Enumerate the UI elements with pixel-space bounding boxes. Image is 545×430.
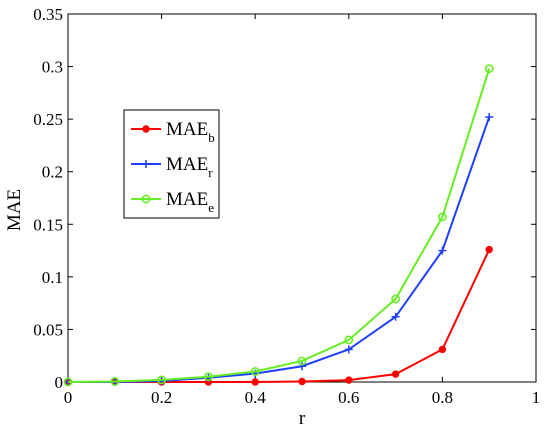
x-tick-label: 1 xyxy=(532,388,541,407)
data-point xyxy=(344,345,353,354)
data-point xyxy=(485,245,493,254)
data-point xyxy=(251,378,259,386)
y-tick-label: 0 xyxy=(55,373,64,392)
legend-subscript: e xyxy=(208,200,214,215)
data-point xyxy=(298,362,306,371)
y-tick-label: 0.05 xyxy=(33,320,63,339)
y-tick-label: 0.2 xyxy=(42,163,63,182)
data-point xyxy=(391,312,400,321)
data-point xyxy=(298,377,306,386)
y-tick-label: 0.15 xyxy=(33,215,63,234)
data-point xyxy=(110,377,120,386)
y-axis-label: MAE xyxy=(4,189,25,231)
x-tick-label: 0 xyxy=(64,388,73,407)
data-point xyxy=(297,356,307,366)
data-point xyxy=(438,345,447,354)
legend-swatch-marker xyxy=(142,160,150,168)
data-point xyxy=(344,335,354,345)
series-layer xyxy=(63,64,494,387)
x-axis-label: r xyxy=(299,408,306,429)
y-tick-label: 0.1 xyxy=(42,268,63,287)
y-tick-label: 0.3 xyxy=(42,58,63,77)
series-line xyxy=(67,68,491,383)
data-point xyxy=(391,370,400,378)
data-point xyxy=(484,64,494,74)
data-point xyxy=(250,367,260,376)
data-point xyxy=(157,375,166,385)
y-tick-label: 0.35 xyxy=(33,5,63,24)
data-point xyxy=(391,294,400,304)
legend-subscript: b xyxy=(208,130,215,145)
legend-subscript: r xyxy=(208,165,213,180)
data-point xyxy=(345,376,353,384)
y-tick-label: 0.25 xyxy=(33,110,63,129)
x-tick-label: 0.8 xyxy=(432,388,453,407)
y-axis: 0 0.05 0.1 0.15 0.2 0.25 0.3 0.35 xyxy=(33,5,536,392)
legend-swatch-marker xyxy=(141,194,151,204)
legend-swatch-marker xyxy=(142,125,150,133)
data-point xyxy=(203,372,213,382)
series-mae-e xyxy=(63,64,494,387)
data-point xyxy=(63,377,73,387)
x-tick-label: 0.6 xyxy=(338,388,359,407)
data-point xyxy=(438,246,447,255)
data-point xyxy=(437,212,447,222)
data-point xyxy=(485,113,494,122)
x-tick-label: 0.4 xyxy=(245,388,267,407)
x-tick-label: 0.2 xyxy=(151,388,172,407)
